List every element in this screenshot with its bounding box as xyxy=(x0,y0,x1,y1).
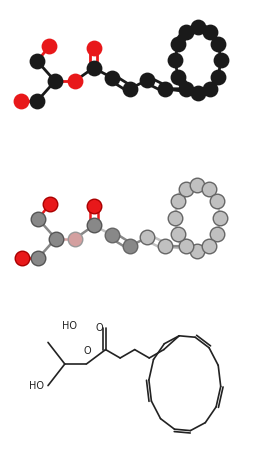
Point xyxy=(128,85,132,93)
Point xyxy=(196,89,200,97)
Point xyxy=(47,42,51,50)
Point xyxy=(110,74,114,81)
Point xyxy=(163,243,167,250)
Point xyxy=(176,230,180,238)
Point xyxy=(73,77,77,85)
Text: alamy - HWXK5B: alamy - HWXK5B xyxy=(100,460,164,469)
Text: O: O xyxy=(84,345,91,356)
Text: O: O xyxy=(96,323,103,333)
Point xyxy=(128,243,132,250)
Point xyxy=(184,186,188,193)
Point xyxy=(36,254,40,262)
Point xyxy=(48,200,52,207)
Point xyxy=(91,64,96,71)
Point xyxy=(53,77,57,85)
Point xyxy=(215,230,219,238)
Point xyxy=(216,40,220,47)
Point xyxy=(19,97,23,105)
Point xyxy=(145,234,149,241)
Text: HO: HO xyxy=(29,381,44,391)
Point xyxy=(216,73,220,80)
Point xyxy=(172,214,177,221)
Point xyxy=(36,215,40,223)
Point xyxy=(163,85,167,93)
Point xyxy=(208,85,212,93)
Point xyxy=(219,56,223,64)
Point xyxy=(176,198,180,205)
Point xyxy=(208,28,212,35)
Point xyxy=(110,232,115,239)
Point xyxy=(35,57,40,65)
Point xyxy=(91,44,96,52)
Point xyxy=(54,235,58,243)
Point xyxy=(145,76,149,84)
Point xyxy=(73,235,77,243)
Point xyxy=(176,40,180,47)
Point xyxy=(184,28,188,35)
Point xyxy=(176,73,180,80)
Point xyxy=(173,56,177,64)
Point xyxy=(195,247,200,254)
Point xyxy=(184,243,188,250)
Text: HO: HO xyxy=(62,321,77,330)
Point xyxy=(207,186,211,193)
Point xyxy=(35,97,40,105)
Point xyxy=(196,24,200,31)
Point xyxy=(207,243,211,250)
Point xyxy=(184,85,188,93)
Point xyxy=(215,198,219,205)
Point xyxy=(92,202,96,210)
Point xyxy=(195,181,200,189)
Point xyxy=(20,254,24,262)
Point xyxy=(92,222,96,229)
Point xyxy=(218,214,223,221)
